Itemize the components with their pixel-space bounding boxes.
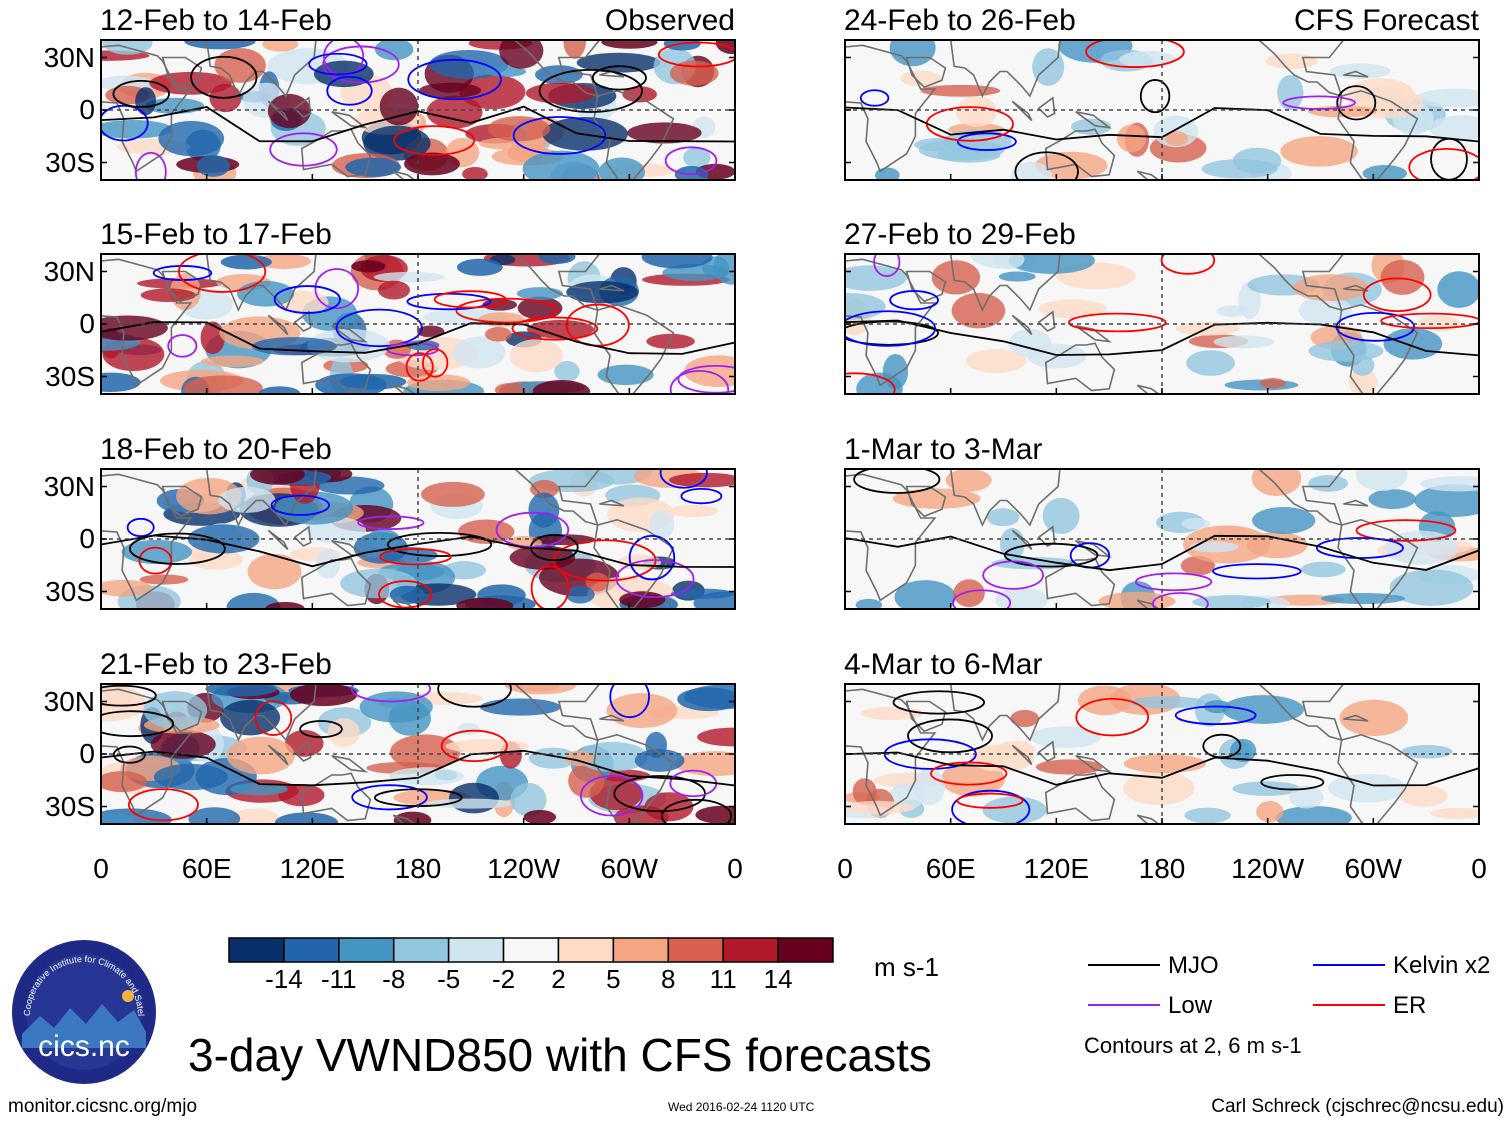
lat-tick-label: 30N [43, 255, 95, 287]
legend-line-low [1088, 1004, 1160, 1006]
cics-logo: cics.nc Cooperative Institute for Climat… [10, 938, 156, 1084]
lon-tick-label: 60E [181, 853, 232, 884]
panel-period-p5: 24-Feb to 26-Feb [844, 4, 1076, 37]
colorbar-swatch [722, 937, 779, 963]
colorbar-swatch [502, 937, 560, 963]
colorbar-label: 11 [709, 964, 737, 994]
colorbar-swatch [777, 937, 834, 963]
panel-period-p2: 15-Feb to 17-Feb [100, 218, 332, 251]
map-panel-p1 [100, 39, 736, 181]
panel-period-p1: 12-Feb to 14-Feb [100, 4, 332, 37]
lon-tick-label: 180 [394, 853, 442, 884]
lon-tick-label: 0 [93, 853, 109, 884]
colorbar-swatch [557, 937, 615, 963]
lon-tick-label: 0 [1471, 853, 1487, 884]
map-panel-p2 [100, 253, 736, 395]
map-panel-p3 [100, 468, 736, 610]
panel-period-p7: 1-Mar to 3-Mar [844, 433, 1043, 466]
panel-period-p3: 18-Feb to 20-Feb [100, 433, 332, 466]
lon-tick-label: 0 [837, 853, 853, 884]
lon-tick-label: 60W [600, 853, 659, 884]
colorbar-swatch [228, 937, 285, 963]
lat-tick-label: 30N [43, 470, 95, 502]
lat-tick-label: 30N [43, 685, 95, 717]
colorbar-swatch [392, 937, 450, 963]
lat-tick-label: 0 [79, 738, 95, 769]
colorbar-label: 14 [763, 964, 793, 994]
lat-tick-label: 0 [79, 523, 95, 554]
lat-tick-label: 0 [79, 94, 95, 125]
colorbar-label: 8 [661, 964, 676, 994]
legend-label: ER [1393, 992, 1427, 1019]
legend-label: Low [1168, 992, 1213, 1019]
footer-author: Carl Schreck (cjschrec@ncsu.edu) [1211, 1096, 1504, 1117]
map-panel-p5 [844, 39, 1480, 181]
legend-line-mjo [1088, 964, 1160, 966]
map-panel-p6 [844, 253, 1480, 395]
colorbar-swatch [283, 937, 340, 963]
colorbar-label: 5 [606, 964, 621, 994]
footer-url: monitor.cicsnc.org/mjo [8, 1096, 198, 1117]
colorbar-units: m s-1 [874, 952, 939, 982]
colorbar-label: 2 [551, 964, 566, 994]
colorbar-label: -8 [382, 964, 406, 994]
logo-wordmark: cics.nc [38, 1030, 130, 1063]
lon-tick-label: 60E [925, 853, 976, 884]
legend-note: Contours at 2, 6 m s-1 [1084, 1033, 1302, 1058]
map-panel-p7 [844, 468, 1480, 610]
colorbar-swatch [447, 937, 505, 963]
lat-tick-label: 30S [45, 360, 95, 392]
lat-tick-label: 30S [45, 146, 95, 178]
lon-tick-label: 180 [1138, 853, 1186, 884]
panel-source-p5: CFS Forecast [1293, 4, 1479, 37]
colorbar-label: -5 [437, 964, 461, 994]
legend-label: Kelvin x2 [1393, 952, 1491, 979]
colorbar-swatch [338, 937, 395, 963]
footer-timestamp: Wed 2016-02-24 1120 UTC [668, 1100, 815, 1114]
colorbar-label: -14 [265, 964, 303, 994]
map-panel-p4 [100, 683, 736, 825]
lon-tick-label: 120E [1023, 853, 1090, 884]
legend-label: MJO [1168, 952, 1219, 979]
legend-line-er [1313, 1004, 1385, 1006]
lon-tick-label: 120E [279, 853, 346, 884]
colorbar [228, 937, 834, 963]
panel-source-p1: Observed [604, 4, 735, 37]
panel-period-p8: 4-Mar to 6-Mar [844, 648, 1043, 681]
lon-tick-label: 120W [487, 853, 561, 884]
legend-line-kelvin-x2 [1313, 964, 1385, 966]
mjo-contour-p8 [844, 751, 1480, 787]
colorbar-label: -11 [320, 964, 357, 994]
panel-period-p6: 27-Feb to 29-Feb [844, 218, 1076, 251]
colorbar-swatch [612, 937, 670, 963]
lat-tick-label: 30S [45, 790, 95, 822]
figure-title: 3-day VWND850 with CFS forecasts [188, 1029, 932, 1081]
lat-tick-label: 30S [45, 575, 95, 607]
lon-tick-label: 60W [1344, 853, 1403, 884]
lat-tick-label: 30N [43, 41, 95, 73]
map-panel-p8 [844, 683, 1480, 825]
mjo-contour-p7 [844, 534, 1480, 572]
colorbar-swatch [667, 937, 724, 963]
lat-tick-label: 0 [79, 308, 95, 339]
lon-tick-label: 120W [1231, 853, 1305, 884]
panel-period-p4: 21-Feb to 23-Feb [100, 648, 332, 681]
mjo-contour-p1 [100, 105, 736, 143]
mjo-contour-p4 [100, 749, 736, 787]
lon-tick-label: 0 [727, 853, 743, 884]
colorbar-label: -2 [491, 964, 516, 994]
